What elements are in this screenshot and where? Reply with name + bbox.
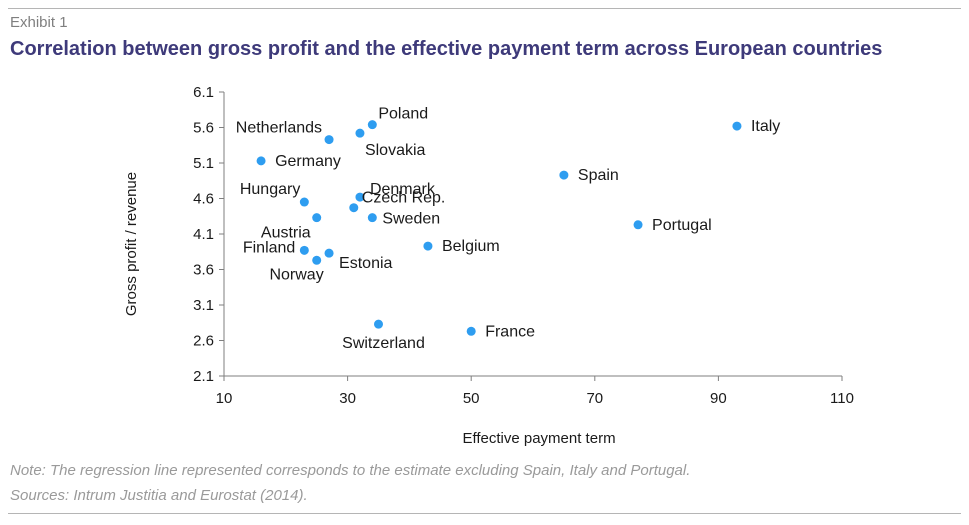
x-tick-label: 50 (463, 390, 480, 407)
y-tick-label: 6.1 (193, 84, 214, 101)
point-hungary (299, 197, 309, 207)
point-norway (312, 255, 322, 265)
x-tick-label: 10 (216, 390, 233, 407)
x-tick-label: 30 (339, 390, 356, 407)
x-tick-label: 70 (586, 390, 603, 407)
y-tick-label: 4.1 (193, 226, 214, 243)
point-labels: Poland Netherlands Slovakia Italy Germany Spa… (236, 106, 781, 353)
y-tick-label: 2.1 (193, 368, 214, 385)
point-label-estonia: Estonia (339, 255, 392, 272)
point-label-spain: Spain (578, 167, 619, 184)
point-label-slovakia: Slovakia (365, 142, 426, 159)
y-tick-label: 3.6 (193, 262, 214, 279)
point-poland (367, 120, 377, 130)
point-netherlands (324, 135, 334, 145)
y-tick-label: 4.6 (193, 191, 214, 208)
sources-note: Sources: Intrum Justitia and Eurostat (2… (10, 487, 308, 504)
point-label-portugal: Portugal (652, 217, 712, 234)
y-tick-label: 2.6 (193, 333, 214, 350)
point-sweden (367, 213, 377, 223)
y-tick-label: 3.1 (193, 297, 214, 314)
point-austria (312, 213, 322, 223)
point-label-poland: Poland (378, 106, 428, 123)
point-portugal (633, 220, 643, 230)
point-label-czech-rep: Czech Rep. (362, 190, 446, 207)
point-spain (559, 170, 569, 180)
point-label-sweden: Sweden (382, 211, 440, 228)
point-label-germany: Germany (275, 153, 341, 170)
point-label-switzerland: Switzerland (342, 335, 425, 352)
point-label-finland: Finland (243, 239, 295, 256)
x-axis-label: Effective payment term (462, 430, 615, 447)
point-label-france: France (485, 323, 535, 340)
x-tick-label: 110 (830, 390, 854, 407)
y-tick-label: 5.1 (193, 155, 214, 172)
point-slovakia (355, 128, 365, 138)
bottom-rule (8, 513, 961, 514)
point-label-italy: Italy (751, 118, 780, 135)
point-label-belgium: Belgium (442, 238, 500, 255)
x-axis-ticks: 10 30 50 70 90 110 (216, 376, 854, 407)
point-label-norway: Norway (269, 266, 323, 283)
x-tick-label: 90 (710, 390, 727, 407)
footnote: Note: The regression line represented co… (10, 462, 691, 479)
point-label-hungary: Hungary (240, 181, 300, 198)
point-denmark (355, 192, 365, 202)
top-rule (8, 8, 961, 9)
point-estonia (324, 248, 334, 258)
point-czech-rep (349, 203, 359, 213)
y-tick-label: 5.6 (193, 120, 214, 137)
y-axis-ticks: 2.1 2.6 3.1 3.6 4.1 4.6 5.1 5.6 6.1 (193, 84, 224, 385)
point-label-austria: Austria (261, 225, 311, 242)
point-germany (256, 156, 266, 166)
point-switzerland (374, 319, 383, 329)
point-label-netherlands: Netherlands (236, 120, 322, 137)
point-italy (732, 121, 742, 131)
data-points (256, 120, 742, 336)
exhibit-label: Exhibit 1 (10, 14, 68, 31)
point-label-denmark: Denmark (370, 181, 436, 198)
point-france (466, 326, 476, 336)
point-finland (299, 245, 309, 255)
chart-title: Correlation between gross profit and the… (10, 38, 883, 60)
y-axis-label: Gross profit / revenue (123, 172, 140, 316)
point-belgium (423, 241, 433, 251)
